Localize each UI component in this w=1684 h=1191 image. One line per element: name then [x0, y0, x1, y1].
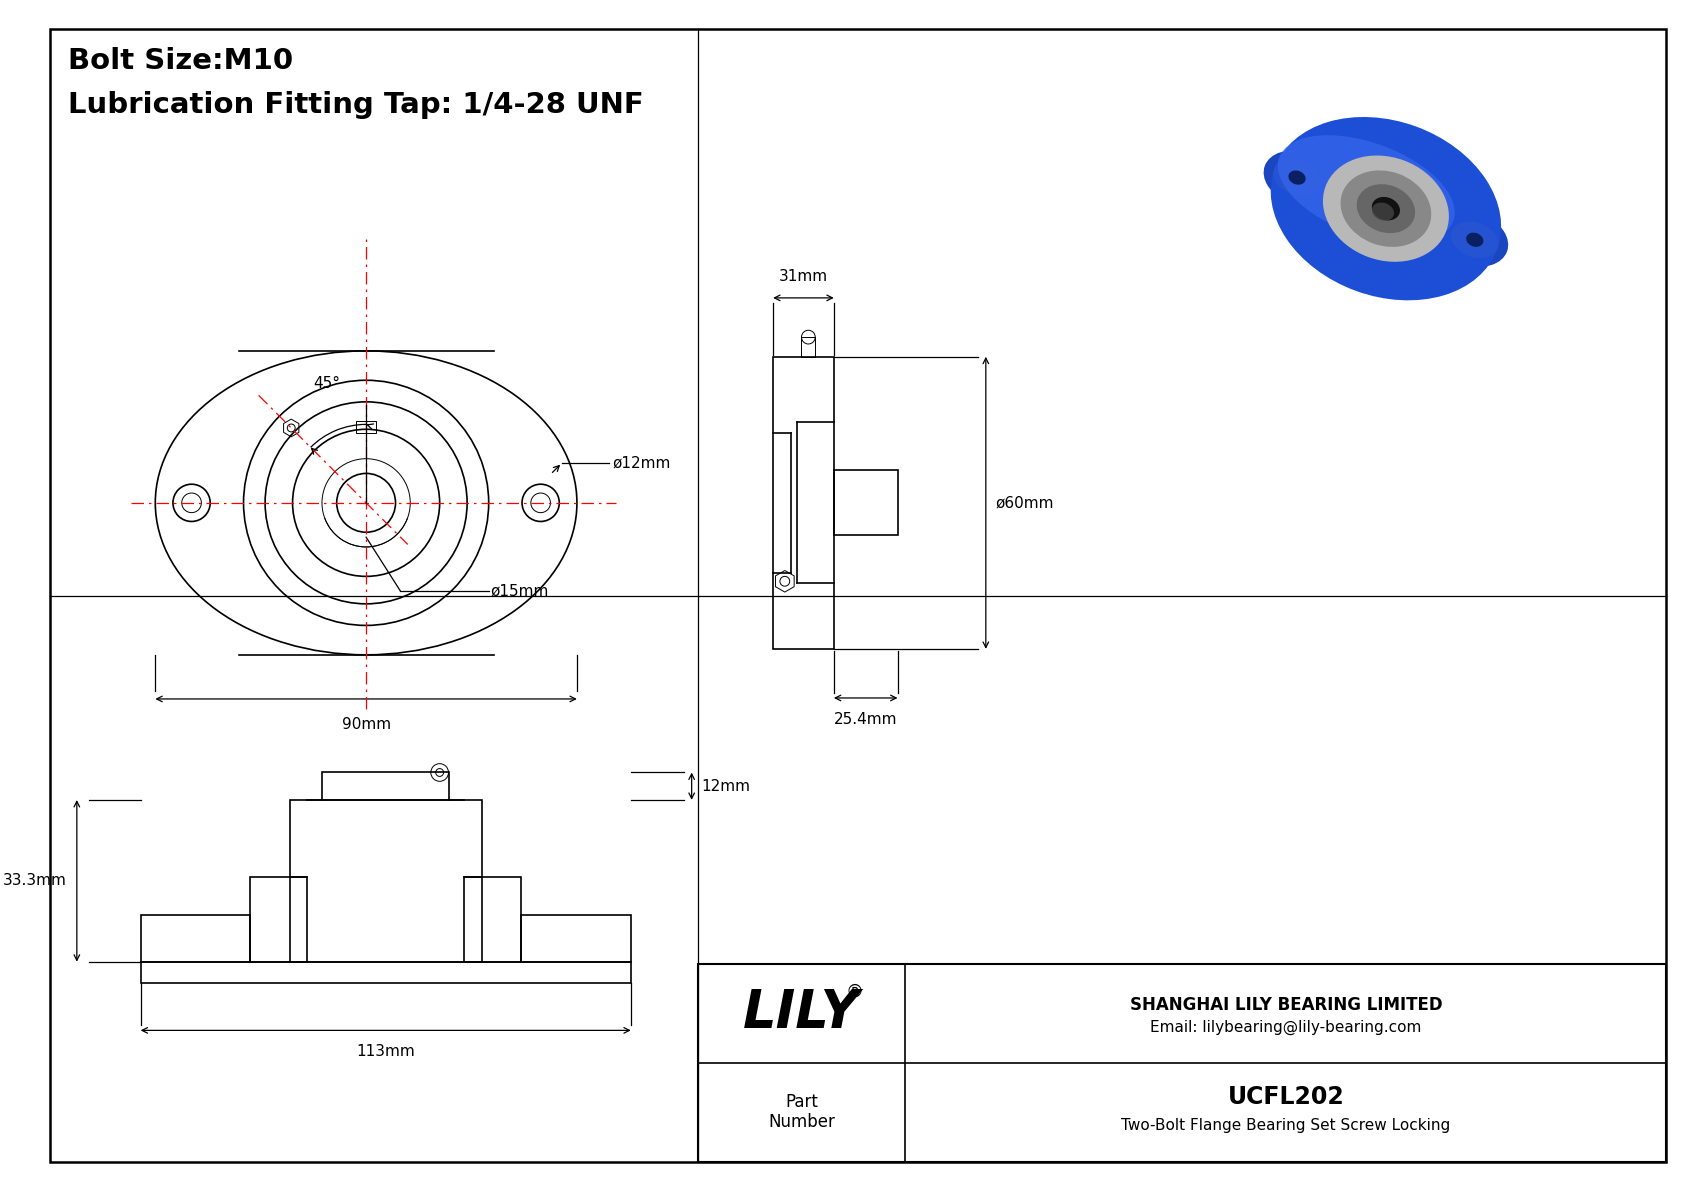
Bar [697, 964, 1667, 1161]
Text: 12mm: 12mm [702, 779, 751, 793]
Text: Number: Number [768, 1114, 835, 1131]
Text: ø15mm: ø15mm [490, 584, 549, 599]
Bar [520, 915, 632, 962]
Text: 25.4mm: 25.4mm [834, 712, 898, 727]
Bar [465, 878, 520, 962]
Text: ®: ® [845, 983, 864, 1000]
Text: 113mm: 113mm [357, 1045, 414, 1059]
Text: SHANGHAI LILY BEARING LIMITED: SHANGHAI LILY BEARING LIMITED [1130, 997, 1442, 1015]
Bar [322, 773, 450, 800]
Text: ø12mm: ø12mm [613, 455, 670, 470]
Ellipse shape [1324, 156, 1448, 262]
Ellipse shape [1340, 170, 1431, 247]
Text: 45°: 45° [313, 375, 340, 391]
Text: LILY: LILY [743, 987, 861, 1040]
Text: Lubrication Fitting Tap: 1/4-28 UNF: Lubrication Fitting Tap: 1/4-28 UNF [67, 91, 643, 119]
Text: 33.3mm: 33.3mm [3, 873, 67, 888]
Ellipse shape [1288, 170, 1305, 185]
Ellipse shape [1372, 202, 1394, 220]
Ellipse shape [1467, 232, 1484, 247]
Ellipse shape [1372, 197, 1399, 220]
Text: Email: lilybearing@lily-bearing.com: Email: lilybearing@lily-bearing.com [1150, 1019, 1421, 1035]
Bar [140, 915, 251, 962]
Ellipse shape [1452, 222, 1499, 258]
Bar [834, 470, 898, 535]
Ellipse shape [1273, 160, 1320, 195]
Bar [290, 800, 482, 962]
Bar [140, 962, 632, 984]
Text: Bolt Size:M10: Bolt Size:M10 [67, 46, 293, 75]
Ellipse shape [1263, 151, 1330, 205]
Text: ø60mm: ø60mm [995, 495, 1054, 510]
Text: 31mm: 31mm [780, 269, 829, 285]
Ellipse shape [1278, 136, 1455, 243]
Bar [357, 422, 376, 434]
Text: 90mm: 90mm [342, 717, 391, 731]
Ellipse shape [1357, 185, 1415, 233]
Bar [773, 357, 834, 649]
Ellipse shape [1271, 117, 1500, 300]
Ellipse shape [1442, 213, 1509, 267]
Text: Part: Part [785, 1093, 818, 1111]
Text: UCFL202: UCFL202 [1228, 1085, 1344, 1109]
Bar [251, 878, 306, 962]
Text: Two-Bolt Flange Bearing Set Screw Locking: Two-Bolt Flange Bearing Set Screw Lockin… [1122, 1118, 1450, 1134]
Bar [802, 337, 815, 357]
